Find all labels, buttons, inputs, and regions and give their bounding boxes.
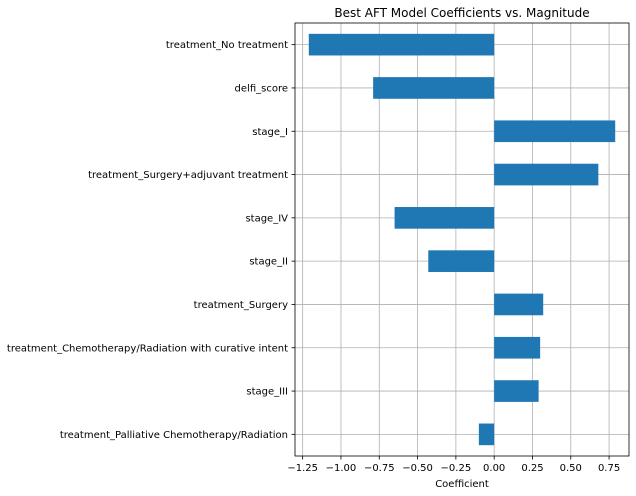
bar <box>428 250 495 272</box>
x-tick-labels: −1.25 −1.00 −0.75 −0.50 −0.25 0.00 0.25 0.50 0.7… <box>287 456 620 474</box>
y-tick-label: stage_III <box>246 387 288 398</box>
y-tick-label: treatment_Surgery <box>194 300 288 311</box>
bar <box>308 33 495 56</box>
y-tick-label: delfi_score <box>235 83 288 94</box>
y-tick-label: treatment_No treatment <box>166 40 288 51</box>
y-tick-label: stage_I <box>252 127 288 138</box>
x-tick-label: 0.50 <box>560 463 582 474</box>
bar <box>478 423 495 446</box>
x-axis-label: Coefficient <box>435 479 489 490</box>
x-tick-label: 0.00 <box>483 463 505 474</box>
bar-layer <box>308 33 616 446</box>
bar <box>373 77 495 99</box>
bar <box>494 163 599 186</box>
x-tick-label: −0.25 <box>441 463 472 474</box>
y-tick-label: stage_IV <box>245 213 288 224</box>
y-tick-labels: treatment_No treatment delfi_score stage_I… <box>7 40 295 441</box>
y-tick-label: treatment_Palliative Chemotherapy/Radiat… <box>60 430 288 441</box>
x-tick-label: −0.50 <box>402 463 433 474</box>
chart-title: Best AFT Model Coefficients vs. Magnitud… <box>334 6 589 20</box>
bar <box>494 120 616 143</box>
x-tick-label: −1.00 <box>326 463 357 474</box>
x-tick-label: −0.75 <box>364 463 395 474</box>
plot-frame <box>294 22 630 457</box>
x-tick-label: 0.25 <box>521 463 543 474</box>
bar <box>494 336 541 359</box>
y-tick-label: treatment_Surgery+adjuvant treatment <box>88 170 288 181</box>
y-tick-label: stage_II <box>249 257 288 268</box>
bar <box>394 207 495 229</box>
bar <box>494 380 539 402</box>
y-tick-label: treatment_Chemotherapy/Radiation with cu… <box>7 343 288 354</box>
x-tick-label: −1.25 <box>287 463 318 474</box>
x-tick-label: 0.75 <box>598 463 620 474</box>
bar <box>494 293 544 316</box>
